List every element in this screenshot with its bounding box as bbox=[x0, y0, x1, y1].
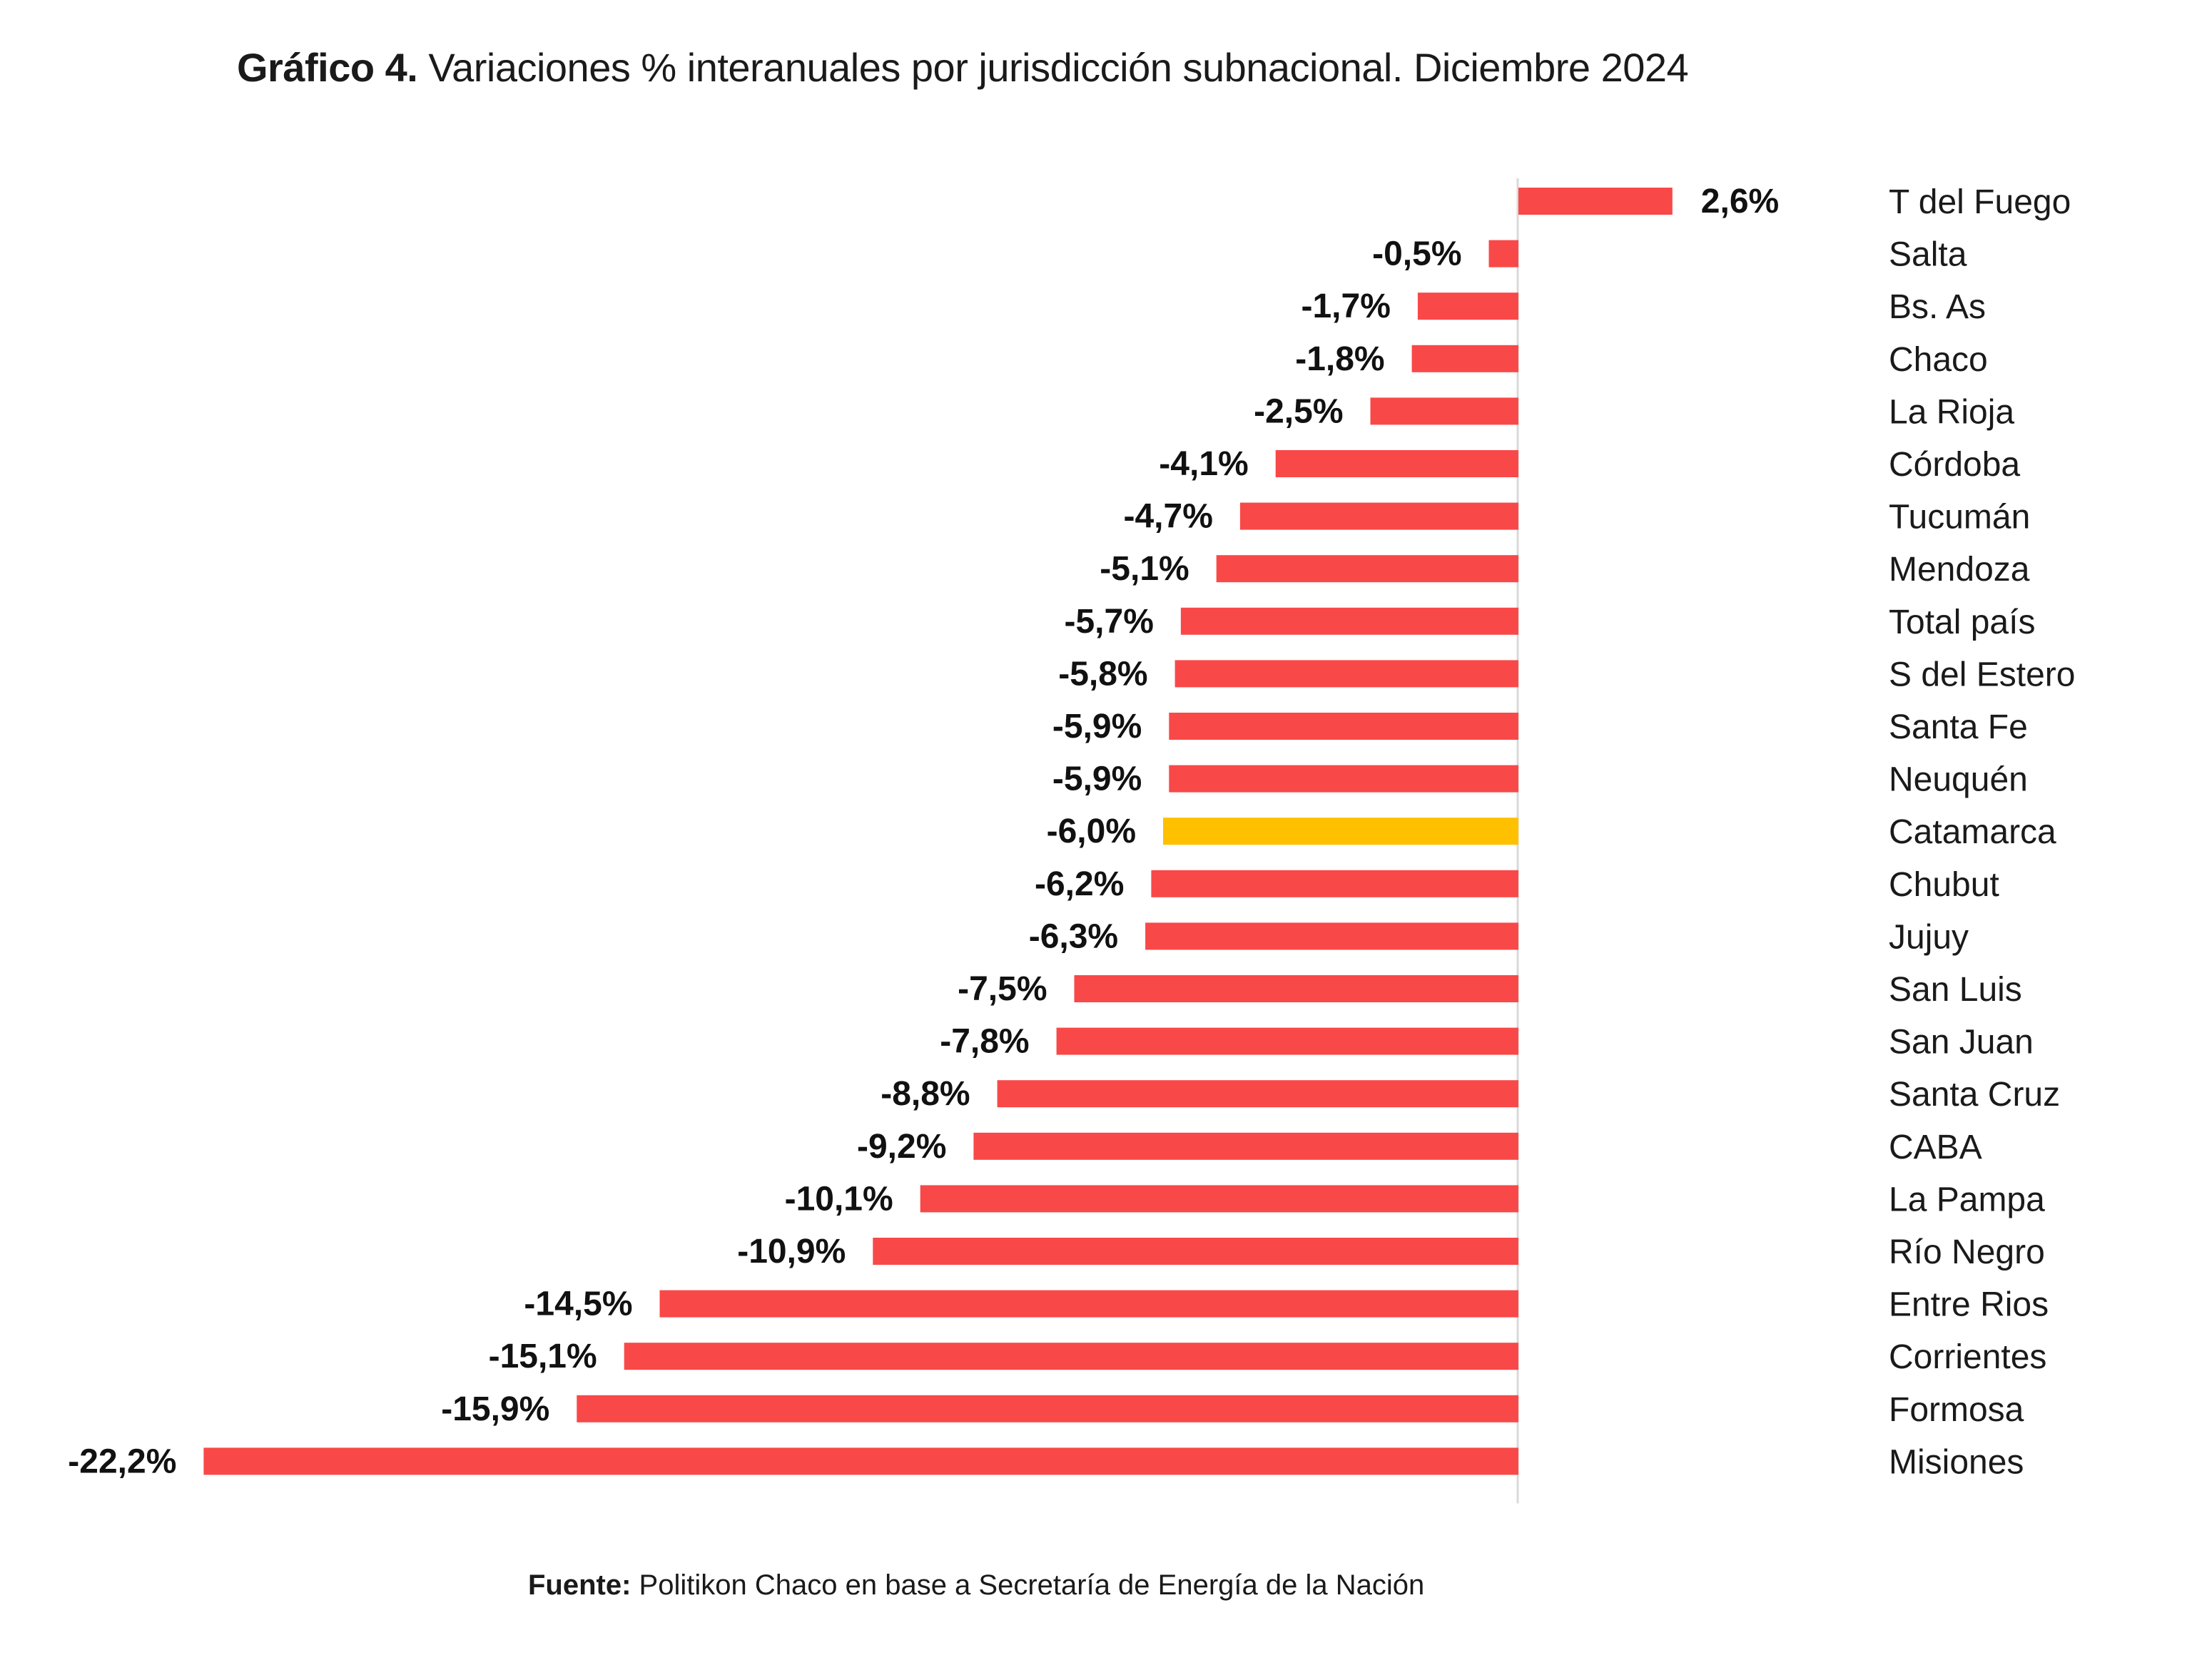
bar-entre-rios bbox=[659, 1290, 1518, 1318]
category-labels-group: T del Fuego Salta Bs. As Chaco La Rioja Córdo… bbox=[1889, 183, 2075, 1481]
category-label: Santa Cruz bbox=[1889, 1076, 2060, 1114]
category-label: CABA bbox=[1889, 1129, 1982, 1166]
value-label: -0,5% bbox=[1372, 235, 1461, 273]
bar-neuquen bbox=[1169, 765, 1518, 793]
category-label: Jujuy bbox=[1889, 918, 1969, 956]
bar-salta bbox=[1488, 240, 1518, 268]
value-label: -5,9% bbox=[1052, 708, 1142, 745]
bar-santa-fe bbox=[1169, 713, 1518, 740]
category-label: Chubut bbox=[1889, 866, 1999, 904]
category-label: Chaco bbox=[1889, 341, 1988, 379]
value-label: -4,7% bbox=[1124, 498, 1213, 536]
value-label: -6,3% bbox=[1029, 917, 1118, 955]
category-label: San Luis bbox=[1889, 971, 2022, 1009]
value-label: -5,8% bbox=[1058, 655, 1147, 693]
bar-chubut bbox=[1151, 870, 1518, 897]
category-label: San Juan bbox=[1889, 1024, 2034, 1062]
value-label: -1,8% bbox=[1295, 340, 1384, 378]
bar-catamarca bbox=[1163, 818, 1518, 845]
bar-formosa bbox=[577, 1395, 1518, 1422]
category-label: Córdoba bbox=[1889, 446, 2020, 484]
category-label: Tucumán bbox=[1889, 499, 2030, 536]
category-label: Corrientes bbox=[1889, 1338, 2046, 1376]
category-label: Misiones bbox=[1889, 1443, 2024, 1481]
value-label: -10,1% bbox=[785, 1180, 893, 1218]
bar-la-rioja bbox=[1370, 397, 1518, 425]
category-label: Catamarca bbox=[1889, 813, 2056, 851]
value-label: -6,0% bbox=[1047, 813, 1136, 850]
value-label: -2,5% bbox=[1254, 392, 1343, 430]
category-label: Neuquén bbox=[1889, 761, 2028, 799]
bars-group bbox=[203, 188, 1673, 1475]
category-label: La Rioja bbox=[1889, 393, 2014, 431]
bar-t-del-fuego bbox=[1518, 188, 1673, 215]
source-note: Fuente: Politikon Chaco en base a Secret… bbox=[528, 1569, 1424, 1602]
category-label: T del Fuego bbox=[1889, 183, 2071, 221]
value-label: -9,2% bbox=[857, 1128, 946, 1166]
bar-jujuy bbox=[1145, 922, 1518, 950]
bar-s-del-estero bbox=[1174, 660, 1518, 688]
category-label: Formosa bbox=[1889, 1391, 2024, 1429]
value-label: -1,7% bbox=[1302, 287, 1391, 325]
bar-chaco bbox=[1411, 345, 1518, 372]
value-label: -7,5% bbox=[958, 970, 1047, 1008]
value-label: -10,9% bbox=[737, 1233, 846, 1271]
bar-corrientes bbox=[624, 1343, 1519, 1370]
category-label: Bs. As bbox=[1889, 288, 1986, 326]
category-label: Total país bbox=[1889, 604, 2035, 641]
value-label: -7,8% bbox=[940, 1023, 1029, 1061]
bar-total-pais bbox=[1180, 607, 1518, 635]
value-label: -15,1% bbox=[489, 1338, 597, 1375]
bar-santa-cruz bbox=[997, 1080, 1518, 1108]
value-label: -5,9% bbox=[1052, 760, 1142, 798]
bar-misiones bbox=[203, 1447, 1518, 1475]
value-label: -22,2% bbox=[68, 1442, 176, 1480]
value-label: -6,2% bbox=[1035, 865, 1124, 903]
value-label: -4,1% bbox=[1159, 445, 1248, 483]
chart-title-text: Variaciones % interanuales por jurisdicc… bbox=[417, 45, 1689, 90]
source-lead: Fuente: bbox=[528, 1569, 631, 1601]
chart-title: Gráfico 4. Variaciones % interanuales po… bbox=[237, 44, 1689, 91]
category-label: S del Estero bbox=[1889, 656, 2075, 693]
category-label: Salta bbox=[1889, 236, 1967, 274]
category-label: Entre Rios bbox=[1889, 1286, 2049, 1324]
category-label: Santa Fe bbox=[1889, 708, 2028, 746]
bar-tucuman bbox=[1239, 502, 1518, 530]
category-label: La Pampa bbox=[1889, 1181, 2045, 1218]
bar-caba bbox=[973, 1132, 1518, 1160]
value-label: -14,5% bbox=[524, 1286, 632, 1323]
bar-bs-as bbox=[1417, 292, 1518, 320]
bar-la-pampa bbox=[920, 1185, 1518, 1213]
bar-san-juan bbox=[1056, 1027, 1518, 1055]
bar-cordoba bbox=[1275, 450, 1518, 477]
value-label: -5,7% bbox=[1065, 603, 1154, 641]
bar-rio-negro bbox=[873, 1238, 1518, 1265]
value-labels-group: 2,6% -0,5% -1,7% -1,8% -2,5%-4,1% -4,7% -5,1% -… bbox=[68, 183, 1779, 1480]
bar-mendoza bbox=[1216, 555, 1518, 583]
value-label: 2,6% bbox=[1701, 183, 1779, 220]
value-label: -15,9% bbox=[441, 1390, 549, 1428]
category-label: Río Negro bbox=[1889, 1233, 2045, 1271]
source-text: Politikon Chaco en base a Secretaría de … bbox=[631, 1569, 1425, 1601]
value-label: -5,1% bbox=[1100, 550, 1189, 588]
category-label: Mendoza bbox=[1889, 551, 2030, 589]
value-label: -8,8% bbox=[881, 1075, 970, 1113]
bar-san-luis bbox=[1074, 975, 1518, 1002]
chart-title-lead: Gráfico 4. bbox=[237, 45, 418, 90]
